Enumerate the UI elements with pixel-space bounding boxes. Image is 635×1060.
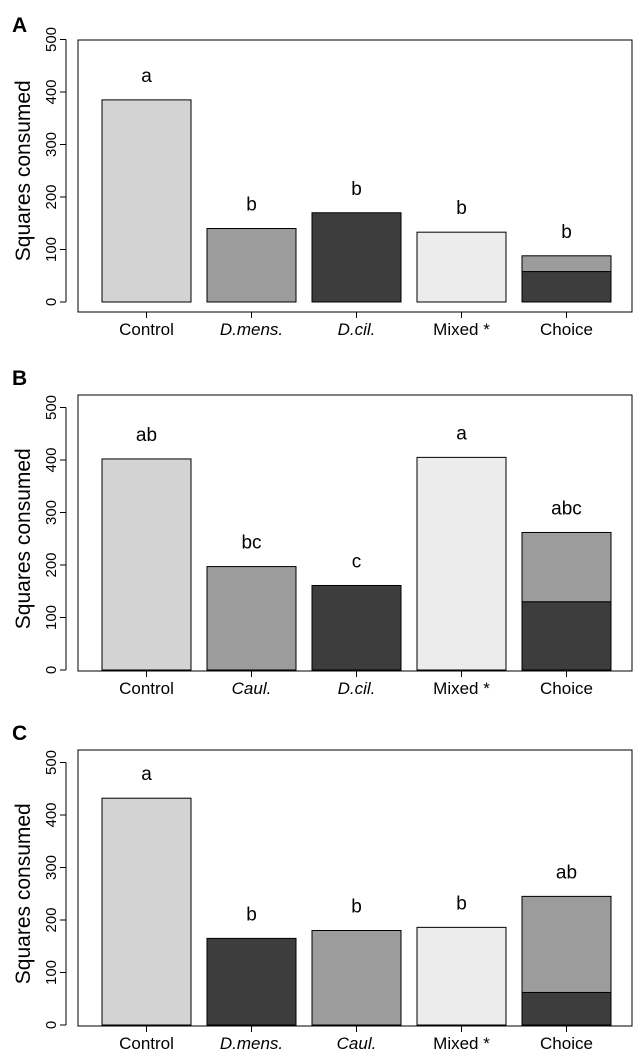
- y-axis-label: Squares consumed: [12, 448, 35, 629]
- panel-label: A: [12, 14, 27, 37]
- significance-label: b: [246, 195, 257, 216]
- plot-frame: [77, 749, 633, 1027]
- significance-label: a: [141, 66, 152, 87]
- y-tick-label: 200: [43, 907, 60, 932]
- significance-label: b: [351, 897, 362, 918]
- bar-5-segment-1: [521, 601, 612, 671]
- x-tick-label: Choice: [540, 320, 593, 339]
- y-tick-label: 500: [43, 395, 60, 420]
- chart-panel-a: A 0 100 200 300 400 500 Squares consumed a b b b b Co…: [12, 14, 633, 339]
- x-tick-label: D.cil.: [338, 320, 376, 339]
- y-tick-label: 100: [43, 605, 60, 630]
- bar-1: [101, 797, 192, 1026]
- chart-panel-b: B 0 100 200 300 400 500 Squares consumed ab bc c a a…: [12, 367, 633, 698]
- panel-label: C: [12, 722, 27, 745]
- bar-3: [311, 584, 402, 671]
- x-tick-label: D.mens.: [220, 1034, 283, 1053]
- x-tick-label: Caul.: [337, 1034, 377, 1053]
- y-tick-label: 100: [43, 237, 60, 262]
- y-tick-label: 400: [43, 802, 60, 827]
- x-tick-label: Mixed *: [433, 1034, 490, 1053]
- y-tick-label: 0: [43, 1021, 60, 1029]
- y-tick-label: 100: [43, 960, 60, 985]
- significance-label: a: [456, 423, 467, 444]
- x-tick-label: Caul.: [232, 679, 272, 698]
- bar-4: [416, 231, 507, 303]
- y-tick-label: 200: [43, 184, 60, 209]
- y-tick-label: 500: [43, 750, 60, 775]
- y-tick-label: 300: [43, 132, 60, 157]
- panel-label: B: [12, 367, 27, 390]
- x-tick-label: Choice: [540, 679, 593, 698]
- x-tick-label: Control: [119, 320, 174, 339]
- significance-label: abc: [551, 498, 582, 519]
- significance-label: b: [456, 198, 467, 219]
- bar-5-segment-2: [521, 531, 612, 603]
- y-tick-label: 300: [43, 855, 60, 880]
- bar-2: [206, 566, 297, 671]
- bar-5-segment-2: [521, 895, 612, 993]
- x-tick-label: D.cil.: [338, 679, 376, 698]
- x-tick-label: Control: [119, 1034, 174, 1053]
- bar-5-segment-1: [521, 271, 612, 303]
- x-tick-label: Mixed *: [433, 320, 490, 339]
- bar-3: [311, 930, 402, 1026]
- significance-label: a: [141, 764, 152, 785]
- significance-label: b: [561, 222, 572, 243]
- bar-1: [101, 458, 192, 671]
- y-tick-label: 0: [43, 298, 60, 306]
- y-axis-label: Squares consumed: [12, 80, 35, 261]
- x-tick-label: D.mens.: [220, 320, 283, 339]
- y-tick-label: 0: [43, 666, 60, 674]
- y-tick-label: 200: [43, 552, 60, 577]
- y-tick-label: 500: [43, 27, 60, 52]
- bar-2: [206, 937, 297, 1026]
- y-tick-label: 400: [43, 447, 60, 472]
- significance-label: b: [246, 904, 257, 925]
- x-tick-label: Mixed *: [433, 679, 490, 698]
- significance-label: ab: [136, 425, 157, 446]
- significance-label: c: [352, 551, 362, 572]
- plot-frame: [77, 394, 633, 672]
- y-tick-label: 300: [43, 500, 60, 525]
- bar-2: [206, 228, 297, 303]
- bar-5-segment-1: [521, 991, 612, 1026]
- y-tick-label: 400: [43, 79, 60, 104]
- plot-frame: [77, 39, 633, 313]
- x-tick-label: Choice: [540, 1034, 593, 1053]
- significance-label: b: [456, 893, 467, 914]
- bar-4: [416, 456, 507, 671]
- bar-1: [101, 99, 192, 303]
- y-axis-label: Squares consumed: [12, 803, 35, 984]
- bar-4: [416, 926, 507, 1026]
- bar-3: [311, 212, 402, 303]
- significance-label: b: [351, 179, 362, 200]
- bar-5-segment-2: [521, 255, 612, 273]
- significance-label: bc: [241, 533, 261, 554]
- x-tick-label: Control: [119, 679, 174, 698]
- significance-label: ab: [556, 862, 577, 883]
